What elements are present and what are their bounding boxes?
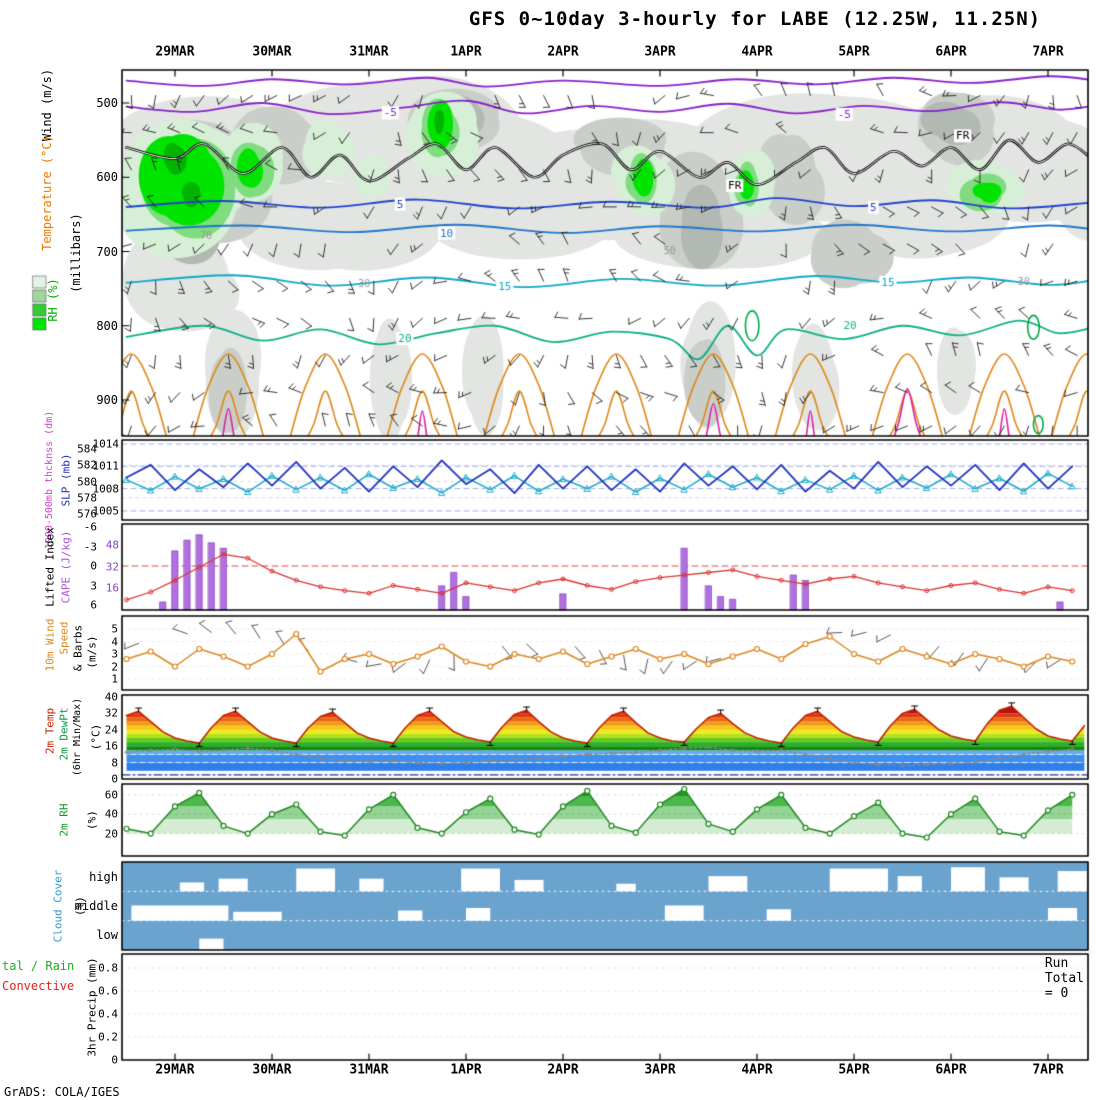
tick-pressure-800: 800 [96,318,118,333]
tick-temp-40: 40 [104,690,118,704]
date-label-top-3APR: 3APR [644,44,676,60]
tick-thickness-582: 582 [77,458,97,472]
tick-thickness-578: 578 [77,491,97,505]
date-label-top-31MAR: 31MAR [349,44,389,60]
date-label-top-29MAR: 29MAR [155,44,195,60]
tick-thickness-584: 584 [77,442,97,456]
label-rh: RH (%) [46,278,60,322]
tick-cape-16: 16 [105,581,119,595]
tick-temp-0: 0 [111,772,118,786]
tick-thickness-580: 580 [77,475,97,488]
tick-pressure-900: 900 [96,393,118,407]
date-label-bottom-2APR: 2APR [547,1062,579,1078]
date-label-bottom-1APR: 1APR [450,1062,482,1078]
label-total-rain: tal / Rain [2,959,75,973]
date-label-top-7APR: 7APR [1032,44,1064,60]
label-rh-units: (%) [85,810,99,830]
run-total-text: Run Total = 0 [1044,956,1084,1001]
tick-temp-32: 32 [104,706,118,720]
label-cape: CAPE (J/kg) [59,530,73,604]
date-label-bottom-7APR: 7APR [1032,1062,1064,1078]
date-label-top-30MAR: 30MAR [252,44,292,60]
date-label-bottom-5APR: 5APR [838,1062,870,1078]
label-2m-rh: 2m RH [57,803,71,837]
date-label-bottom-4APR: 4APR [741,1062,773,1078]
label-convective: Convective [2,979,75,993]
date-label-top-1APR: 1APR [450,44,482,60]
label-wind-speed: Speed [57,621,71,655]
tick-precip-0.6: 0.6 [98,984,118,998]
tick-pressure-500: 500 [96,96,118,110]
tick-slp-1008: 1008 [92,482,120,496]
tick-pressure-600: 600 [96,170,118,185]
label-cloud-cover: Cloud Cover [51,869,65,943]
cloud-row-label-middle: middle [74,899,118,913]
label-temperature: Temperature (°C) [40,135,54,251]
tick-wind-4: 4 [111,635,118,648]
tick-li--6: -6 [83,520,97,534]
tick-temp-24: 24 [104,723,118,737]
tick-li-3: 3 [90,579,97,592]
tick-rh-60: 60 [104,788,118,802]
tick-li--3: -3 [83,540,97,553]
date-label-bottom-6APR: 6APR [935,1062,967,1078]
label-minmax: (6hr Min/Max) [72,697,83,777]
tick-rh-40: 40 [104,807,118,821]
tick-precip-0.8: 0.8 [98,961,118,975]
tick-wind-3: 3 [111,647,118,661]
date-label-bottom-30MAR: 30MAR [252,1062,292,1078]
label-barbs: & Barbs [71,624,85,672]
tick-precip-0.2: 0.2 [98,1030,118,1044]
label-10m-wind: 10m Wind [43,618,57,672]
tick-li-6: 6 [90,598,97,612]
tick-slp-1005: 1005 [92,504,120,518]
cloud-row-label-high: high [89,869,118,884]
tick-cape-32: 32 [105,560,119,574]
tick-thickness-576: 576 [77,507,97,521]
tick-rh-20: 20 [104,827,118,841]
tick-slp-1011: 1011 [92,459,120,473]
date-label-bottom-31MAR: 31MAR [349,1062,389,1078]
label-2m-dewpt: 2m DewPt [57,707,71,761]
date-label-top-4APR: 4APR [741,44,773,60]
label-wind-ms: (m/s) [85,635,99,669]
date-label-top-6APR: 6APR [935,44,967,60]
label-3hr-precip: 3hr Precip (mm) [85,957,99,1057]
tick-precip-0: 0 [111,1053,118,1067]
cloud-row-label-low: low [96,928,118,943]
label-cloud-units: (%) [73,896,87,916]
label-slp: SLP (mb) [59,453,73,507]
label-millibars: (millibars) [69,213,83,293]
tick-temp-8: 8 [111,756,118,770]
label-2m-temp: 2m Temp [43,707,57,755]
date-label-bottom-3APR: 3APR [644,1062,676,1078]
tick-slp-1014: 1014 [92,437,120,451]
label-temp-units: (°C) [89,723,103,751]
tick-wind-1: 1 [111,672,118,686]
page-title: GFS 0~10day 3-hourly for LABE (12.25W, 1… [468,8,1042,30]
tick-li-0: 0 [90,559,97,573]
label-lifted-index: Lifted Index [43,527,57,607]
tick-pressure-700: 700 [96,244,118,259]
date-label-top-2APR: 2APR [547,44,579,60]
date-label-bottom-29MAR: 29MAR [155,1062,195,1078]
grads-credit: GrADS: COLA/IGES [4,1085,120,1099]
tick-temp-16: 16 [104,739,118,753]
date-label-top-5APR: 5APR [838,44,870,60]
tick-precip-0.4: 0.4 [98,1007,118,1021]
tick-wind-5: 5 [111,622,118,636]
label-wind-units: Wind (m/s) [40,68,54,142]
tick-cape-48: 48 [105,538,119,552]
tick-wind-2: 2 [111,660,118,673]
